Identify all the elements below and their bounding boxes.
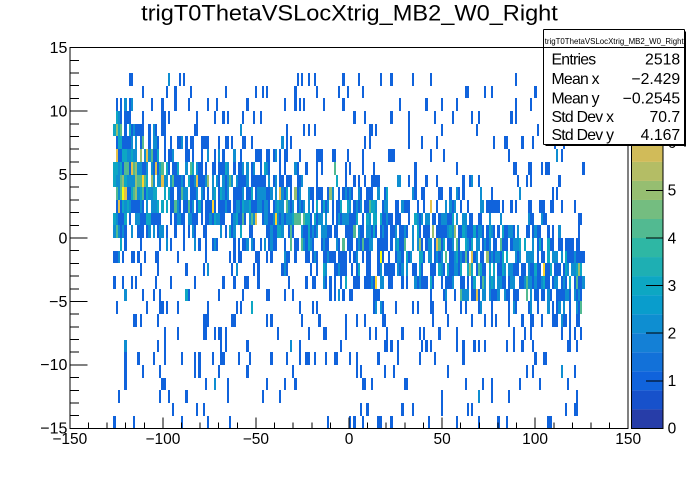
svg-text:−10: −10 (40, 357, 67, 374)
svg-text:5: 5 (58, 167, 67, 184)
svg-text:1: 1 (668, 373, 677, 390)
svg-text:−100: −100 (145, 431, 180, 448)
svg-text:−15: −15 (40, 421, 67, 438)
svg-text:trigT0ThetaVSLocXtrig_MB2_W0_R: trigT0ThetaVSLocXtrig_MB2_W0_Right (141, 0, 558, 25)
svg-text:0: 0 (58, 230, 67, 247)
svg-text:4.167: 4.167 (641, 127, 681, 144)
svg-text:150: 150 (615, 431, 641, 448)
svg-text:100: 100 (522, 431, 548, 448)
svg-text:−0.2545: −0.2545 (623, 90, 681, 107)
svg-text:15: 15 (50, 40, 68, 57)
svg-text:Mean y: Mean y (552, 90, 600, 107)
svg-text:Std Dev x: Std Dev x (552, 109, 615, 126)
svg-text:Std Dev y: Std Dev y (552, 127, 615, 144)
svg-text:−2.429: −2.429 (631, 71, 680, 88)
svg-text:70.7: 70.7 (649, 109, 680, 126)
svg-text:Mean x: Mean x (552, 71, 600, 88)
svg-text:2518: 2518 (645, 52, 680, 69)
svg-text:0: 0 (345, 431, 354, 448)
svg-text:0: 0 (668, 421, 677, 438)
svg-text:−5: −5 (49, 294, 67, 311)
svg-text:−150: −150 (52, 431, 87, 448)
svg-text:2: 2 (668, 326, 677, 343)
svg-text:10: 10 (50, 103, 68, 120)
svg-text:4: 4 (668, 230, 677, 247)
svg-text:trigT0ThetaVSLocXtrig_MB2_W0_R: trigT0ThetaVSLocXtrig_MB2_W0_Right (545, 36, 685, 46)
svg-text:−50: −50 (243, 431, 270, 448)
svg-text:50: 50 (433, 431, 451, 448)
svg-text:3: 3 (668, 278, 677, 295)
svg-text:Entries: Entries (552, 52, 597, 69)
svg-text:5: 5 (668, 183, 677, 200)
